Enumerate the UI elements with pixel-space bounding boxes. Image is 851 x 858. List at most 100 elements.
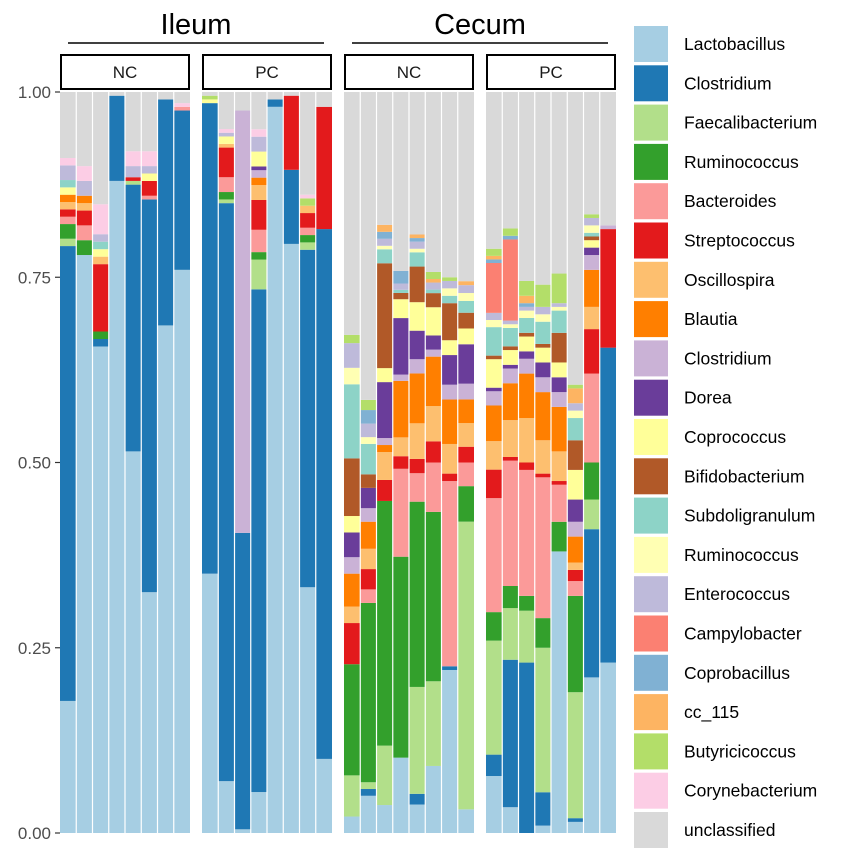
bar-segment <box>441 473 458 482</box>
bar-segment <box>409 248 426 253</box>
bar-segment <box>125 92 142 152</box>
bar-segment <box>409 793 426 805</box>
bar-segment <box>141 92 158 152</box>
bar-segment <box>534 362 551 378</box>
bar-segment <box>534 477 551 619</box>
legend-label: Lactobacillus <box>684 34 785 54</box>
bar-segment <box>486 612 503 641</box>
bar-segment <box>518 318 535 333</box>
legend-swatch <box>634 654 668 691</box>
legend-swatch <box>634 458 668 495</box>
bar-segment <box>551 551 568 833</box>
bar-segment <box>486 469 503 499</box>
bar-segment <box>425 681 442 766</box>
bar-segment <box>108 92 125 96</box>
bar-segment <box>567 581 584 596</box>
legend-swatch <box>634 104 668 141</box>
bar-segment <box>502 456 519 461</box>
bar-segment <box>457 399 474 424</box>
bar-segment <box>551 451 568 482</box>
bar-segment <box>551 392 568 407</box>
bar-segment <box>157 92 174 100</box>
bar-segment <box>60 246 77 701</box>
bar-segment <box>360 602 377 783</box>
bar-segment <box>250 289 267 793</box>
bar-segment <box>567 536 584 563</box>
bar-segment <box>299 92 316 195</box>
bar-segment <box>534 473 551 478</box>
bar-segment <box>551 406 568 452</box>
bar-segment <box>60 209 77 217</box>
bar-segment <box>92 256 109 265</box>
bar-segment <box>283 169 300 244</box>
bar-segment <box>157 99 174 326</box>
panel-strip-label: PC <box>539 63 563 82</box>
bar-segment <box>125 177 142 181</box>
bar-segment <box>502 586 519 609</box>
legend-swatch <box>634 733 668 770</box>
panel-strip <box>60 54 190 90</box>
bar-segment <box>457 92 474 282</box>
bar-segment <box>551 521 568 552</box>
bar-segment <box>234 532 251 830</box>
bar-segment <box>502 324 519 328</box>
bar-segment <box>173 269 190 834</box>
bar-segment <box>567 410 584 419</box>
bar-segment <box>60 194 77 203</box>
bar-segment <box>125 180 142 185</box>
bar-segment <box>376 231 393 239</box>
bar-segment <box>344 92 361 335</box>
bar-segment <box>376 805 393 833</box>
bar-segment <box>551 484 568 522</box>
bar-segment <box>567 92 584 385</box>
panel-strip <box>344 54 474 90</box>
bar-segment <box>299 198 316 206</box>
bar-segment <box>441 295 458 304</box>
legend-label: Streptococcus <box>684 231 795 251</box>
bar-segment <box>486 754 503 776</box>
bar-segment <box>457 462 474 487</box>
panel-strip <box>486 54 616 90</box>
legend-swatch <box>634 340 668 377</box>
bar-segment <box>583 247 600 256</box>
bar-segment <box>202 99 219 104</box>
bar-segment <box>534 792 551 826</box>
bar-segment <box>441 92 458 278</box>
bar-segment <box>344 458 361 517</box>
bar-segment <box>502 659 519 808</box>
bar-segment <box>441 288 458 296</box>
bar-segment <box>250 166 267 171</box>
bar-segment <box>409 686 426 794</box>
bar-segment <box>457 328 474 345</box>
bar-segment <box>157 325 174 833</box>
bar-segment <box>486 355 503 360</box>
bar-segment <box>486 259 503 263</box>
bar-segment <box>376 382 393 439</box>
bar-segment <box>218 781 235 833</box>
bar-segment <box>457 383 474 400</box>
legend-label: Dorea <box>684 388 732 408</box>
bar-segment <box>502 346 519 351</box>
panel-strip-label: PC <box>255 63 279 82</box>
bar-segment <box>583 269 600 307</box>
bar-segment <box>486 498 503 613</box>
bar-segment <box>425 92 442 272</box>
bar-segment <box>583 255 600 270</box>
bar-segment <box>502 350 519 365</box>
bar-segment <box>425 511 442 682</box>
bar-segment <box>534 647 551 793</box>
legend-swatch <box>634 183 668 220</box>
bar-segment <box>141 151 158 167</box>
bar-segment <box>376 92 393 225</box>
bar-segment <box>299 213 316 228</box>
legend-label: Enterococcus <box>684 584 790 604</box>
bar-segment <box>76 225 93 241</box>
bar-segment <box>486 387 503 392</box>
bar-segment <box>425 289 442 294</box>
bar-segment <box>283 92 300 96</box>
bar-segment <box>518 373 535 419</box>
y-tick-label: 0.25 <box>18 639 51 658</box>
bar-segment <box>441 384 458 400</box>
bar-segment <box>360 443 377 475</box>
bar-segment <box>518 610 535 663</box>
